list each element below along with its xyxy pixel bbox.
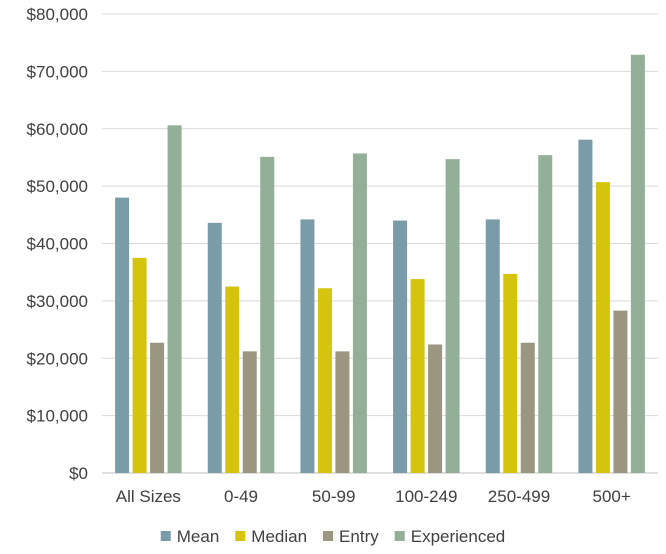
x-tick-label: All Sizes — [116, 487, 181, 506]
x-tick-label: 250-499 — [488, 487, 550, 506]
bar-entry-5 — [613, 310, 628, 473]
bar-mean-5 — [578, 139, 593, 473]
y-tick-label: $70,000 — [27, 62, 88, 81]
bar-experienced-5 — [630, 54, 645, 474]
legend-swatch — [394, 531, 405, 541]
bars — [115, 54, 645, 474]
x-tick-label: 100-249 — [395, 487, 457, 506]
x-tick-label: 0-49 — [224, 487, 258, 506]
y-tick-label: $40,000 — [27, 235, 88, 254]
legend-item-entry: Entry — [323, 527, 379, 546]
bar-median-4 — [503, 273, 518, 473]
bar-entry-1 — [242, 351, 257, 473]
legend-label: Mean — [177, 527, 220, 546]
bar-mean-3 — [393, 220, 408, 473]
legend-swatch — [235, 531, 246, 541]
y-tick-label: $0 — [69, 464, 88, 483]
bar-mean-4 — [485, 219, 500, 473]
legend-label: Median — [251, 527, 307, 546]
bar-entry-3 — [428, 344, 443, 473]
y-tick-label: $60,000 — [27, 120, 88, 139]
x-tick-label: 50-99 — [312, 487, 355, 506]
legend-item-median: Median — [235, 527, 307, 546]
legend-item-experienced: Experienced — [394, 527, 506, 546]
y-tick-label: $30,000 — [27, 292, 88, 311]
legend-label: Experienced — [411, 527, 506, 546]
x-tick-label: 500+ — [593, 487, 631, 506]
bar-mean-2 — [300, 219, 315, 473]
bar-entry-4 — [520, 342, 535, 473]
legend-item-mean: Mean — [160, 527, 220, 546]
bar-median-1 — [225, 286, 240, 473]
bar-experienced-3 — [445, 159, 460, 473]
y-tick-label: $50,000 — [27, 177, 88, 196]
bar-median-2 — [317, 288, 332, 473]
legend-swatch — [323, 531, 334, 541]
bar-entry-2 — [335, 351, 350, 473]
y-axis-tick-labels: $0 $10,000 $20,000 $30,000 $40,000 $50,000 $60… — [27, 5, 88, 483]
y-tick-label: $80,000 — [27, 5, 88, 24]
legend: Mean Median Entry Experienced — [160, 527, 506, 546]
bar-median-3 — [410, 279, 425, 473]
y-tick-label: $20,000 — [27, 349, 88, 368]
bar-median-0 — [132, 257, 147, 473]
y-tick-label: $10,000 — [27, 407, 88, 426]
bar-entry-0 — [150, 342, 165, 473]
legend-label: Entry — [339, 527, 379, 546]
bar-experienced-1 — [260, 156, 275, 473]
bar-mean-1 — [207, 222, 222, 473]
gridlines — [102, 13, 658, 474]
bar-experienced-0 — [167, 125, 182, 474]
legend-swatch — [160, 531, 171, 541]
bar-experienced-4 — [538, 155, 553, 473]
bar-experienced-2 — [352, 153, 367, 473]
bar-mean-0 — [115, 197, 130, 473]
x-axis-tick-labels: All Sizes 0-49 50-99 100-249 250-499 500+ — [116, 487, 631, 506]
bar-median-5 — [595, 182, 610, 473]
